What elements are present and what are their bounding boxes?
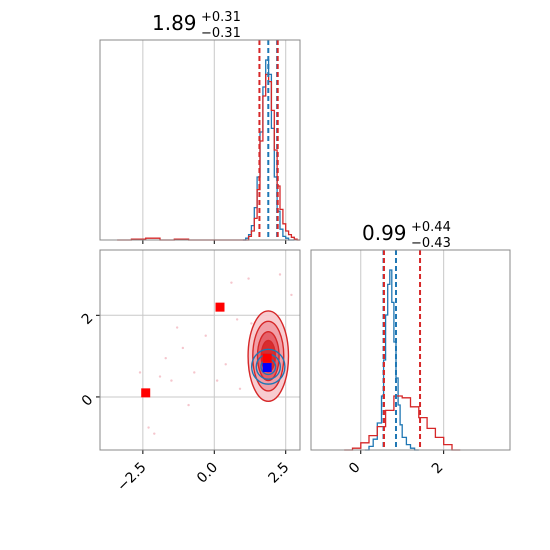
joint-panel: −2.5 0.0 2.5 02 bbox=[79, 249, 301, 495]
marginal-y-quantile-lines bbox=[382, 250, 422, 450]
joint-scatter-point-10 bbox=[230, 281, 233, 284]
joint-marker-1 bbox=[215, 302, 225, 312]
joint-scatter-point-1 bbox=[153, 432, 156, 435]
joint-scatter-point-9 bbox=[224, 363, 227, 366]
joint-scatter-point-19 bbox=[250, 322, 253, 325]
marginal-x-title-plus: +0.31 bbox=[201, 10, 241, 25]
joint-scatter-point-2 bbox=[158, 375, 162, 378]
marginal-x-panel: 1.89 +0.31 −0.31 bbox=[99, 10, 301, 244]
joint-scatter-point-3 bbox=[164, 356, 167, 360]
marginal-y-frame bbox=[310, 249, 511, 451]
joint-scatter-point-16 bbox=[247, 277, 250, 280]
joint-marker-3 bbox=[262, 363, 272, 373]
joint-frame bbox=[99, 249, 301, 451]
marginal-y-series-0 bbox=[364, 269, 419, 451]
joint-marker-0 bbox=[141, 388, 151, 398]
joint-scatter-point-14 bbox=[187, 403, 190, 407]
marginal-y-title-plus: +0.44 bbox=[411, 220, 451, 235]
joint-scatter-point-15 bbox=[238, 387, 242, 390]
joint-scatter-point-13 bbox=[175, 326, 179, 329]
marginal-y-title-minus: −0.43 bbox=[411, 236, 451, 251]
joint-scatter-point-5 bbox=[181, 346, 185, 350]
joint-scatter-point-0 bbox=[147, 426, 150, 429]
joint-scatter-point-17 bbox=[278, 273, 282, 276]
joint-marker-2 bbox=[262, 353, 272, 363]
marginal-y-series-1 bbox=[344, 395, 461, 451]
joint-scatter-points bbox=[138, 273, 293, 435]
joint-scatter-point-11 bbox=[235, 318, 239, 321]
marginal-y-grid bbox=[360, 250, 445, 454]
marginal-x-title-value: 1.89 bbox=[152, 11, 197, 35]
marginal-x-series-1 bbox=[117, 73, 300, 241]
joint-markers bbox=[141, 302, 272, 398]
joint-scatter-point-18 bbox=[290, 293, 293, 297]
joint-scatter-point-4 bbox=[170, 379, 173, 382]
joint-scatter-point-8 bbox=[215, 379, 219, 382]
marginal-x-frame bbox=[99, 39, 301, 241]
joint-blue-contour-0 bbox=[250, 348, 286, 385]
marginal-x-title-minus: −0.31 bbox=[201, 26, 241, 41]
joint-scatter-point-7 bbox=[204, 334, 207, 337]
joint-scatter-point-6 bbox=[193, 371, 196, 374]
marginal-y-series bbox=[344, 269, 461, 451]
marginal-x-quantile-lines bbox=[258, 40, 279, 240]
joint-scatter-point-12 bbox=[138, 371, 142, 374]
marginal-y-title-value: 0.99 bbox=[362, 221, 407, 245]
marginal-x-grid bbox=[142, 40, 287, 244]
